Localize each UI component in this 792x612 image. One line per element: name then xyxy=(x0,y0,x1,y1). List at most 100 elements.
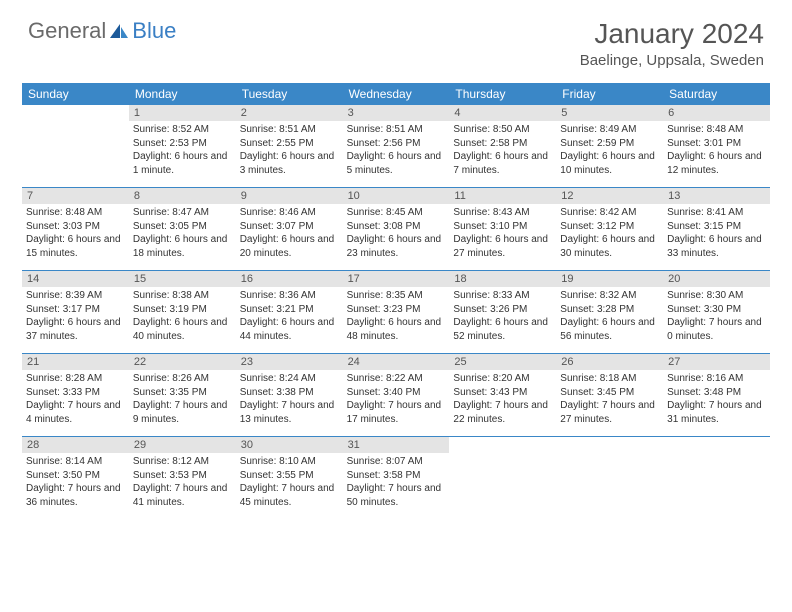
day-body: Sunrise: 8:14 AMSunset: 3:50 PMDaylight:… xyxy=(22,453,129,512)
sunrise-line: Sunrise: 8:42 AM xyxy=(560,206,659,220)
sunrise-line: Sunrise: 8:51 AM xyxy=(347,123,446,137)
day-number: 7 xyxy=(22,188,129,204)
daylight-line: Daylight: 6 hours and 48 minutes. xyxy=(347,316,446,343)
sunrise-line: Sunrise: 8:48 AM xyxy=(26,206,125,220)
sunset-line: Sunset: 3:15 PM xyxy=(667,220,766,234)
sunrise-line: Sunrise: 8:12 AM xyxy=(133,455,232,469)
sunset-line: Sunset: 3:35 PM xyxy=(133,386,232,400)
day-number: 5 xyxy=(556,105,663,121)
sunrise-line: Sunrise: 8:32 AM xyxy=(560,289,659,303)
week-row: 7Sunrise: 8:48 AMSunset: 3:03 PMDaylight… xyxy=(22,187,770,270)
sunrise-line: Sunrise: 8:46 AM xyxy=(240,206,339,220)
sunrise-line: Sunrise: 8:45 AM xyxy=(347,206,446,220)
sunset-line: Sunset: 3:03 PM xyxy=(26,220,125,234)
sunset-line: Sunset: 3:40 PM xyxy=(347,386,446,400)
sunset-line: Sunset: 3:23 PM xyxy=(347,303,446,317)
daylight-line: Daylight: 6 hours and 23 minutes. xyxy=(347,233,446,260)
daylight-line: Daylight: 7 hours and 0 minutes. xyxy=(667,316,766,343)
sunset-line: Sunset: 3:07 PM xyxy=(240,220,339,234)
sunset-line: Sunset: 3:19 PM xyxy=(133,303,232,317)
month-title: January 2024 xyxy=(580,18,764,50)
day-body: Sunrise: 8:49 AMSunset: 2:59 PMDaylight:… xyxy=(556,121,663,180)
day-number: 2 xyxy=(236,105,343,121)
sunset-line: Sunset: 3:50 PM xyxy=(26,469,125,483)
day-number: 18 xyxy=(449,271,556,287)
day-body: Sunrise: 8:16 AMSunset: 3:48 PMDaylight:… xyxy=(663,370,770,429)
daylight-line: Daylight: 7 hours and 27 minutes. xyxy=(560,399,659,426)
sunset-line: Sunset: 3:21 PM xyxy=(240,303,339,317)
day-body: Sunrise: 8:07 AMSunset: 3:58 PMDaylight:… xyxy=(343,453,450,512)
daylight-line: Daylight: 6 hours and 10 minutes. xyxy=(560,150,659,177)
sunrise-line: Sunrise: 8:39 AM xyxy=(26,289,125,303)
sunset-line: Sunset: 2:59 PM xyxy=(560,137,659,151)
sunset-line: Sunset: 3:48 PM xyxy=(667,386,766,400)
day-body: Sunrise: 8:48 AMSunset: 3:01 PMDaylight:… xyxy=(663,121,770,180)
day-number: 13 xyxy=(663,188,770,204)
sunset-line: Sunset: 3:45 PM xyxy=(560,386,659,400)
day-body: Sunrise: 8:48 AMSunset: 3:03 PMDaylight:… xyxy=(22,204,129,263)
day-body: Sunrise: 8:45 AMSunset: 3:08 PMDaylight:… xyxy=(343,204,450,263)
day-body: Sunrise: 8:22 AMSunset: 3:40 PMDaylight:… xyxy=(343,370,450,429)
daylight-line: Daylight: 6 hours and 15 minutes. xyxy=(26,233,125,260)
sunrise-line: Sunrise: 8:35 AM xyxy=(347,289,446,303)
daylight-line: Daylight: 6 hours and 5 minutes. xyxy=(347,150,446,177)
week-row: 1Sunrise: 8:52 AMSunset: 2:53 PMDaylight… xyxy=(22,105,770,187)
sunset-line: Sunset: 3:43 PM xyxy=(453,386,552,400)
sunrise-line: Sunrise: 8:43 AM xyxy=(453,206,552,220)
day-body: Sunrise: 8:32 AMSunset: 3:28 PMDaylight:… xyxy=(556,287,663,346)
empty-day-cell xyxy=(22,105,129,187)
daylight-line: Daylight: 7 hours and 36 minutes. xyxy=(26,482,125,509)
daylight-line: Daylight: 6 hours and 52 minutes. xyxy=(453,316,552,343)
empty-day-cell xyxy=(556,437,663,519)
day-cell: 12Sunrise: 8:42 AMSunset: 3:12 PMDayligh… xyxy=(556,188,663,270)
sunrise-line: Sunrise: 8:18 AM xyxy=(560,372,659,386)
daylight-line: Daylight: 7 hours and 31 minutes. xyxy=(667,399,766,426)
sunset-line: Sunset: 3:53 PM xyxy=(133,469,232,483)
daylight-line: Daylight: 7 hours and 13 minutes. xyxy=(240,399,339,426)
location: Baelinge, Uppsala, Sweden xyxy=(580,52,764,69)
daylight-line: Daylight: 7 hours and 22 minutes. xyxy=(453,399,552,426)
sunset-line: Sunset: 3:26 PM xyxy=(453,303,552,317)
day-cell: 25Sunrise: 8:20 AMSunset: 3:43 PMDayligh… xyxy=(449,354,556,436)
day-number: 1 xyxy=(129,105,236,121)
daylight-line: Daylight: 6 hours and 18 minutes. xyxy=(133,233,232,260)
day-body: Sunrise: 8:28 AMSunset: 3:33 PMDaylight:… xyxy=(22,370,129,429)
weekday-header: Monday xyxy=(129,83,236,105)
sunrise-line: Sunrise: 8:52 AM xyxy=(133,123,232,137)
day-body: Sunrise: 8:30 AMSunset: 3:30 PMDaylight:… xyxy=(663,287,770,346)
day-cell: 23Sunrise: 8:24 AMSunset: 3:38 PMDayligh… xyxy=(236,354,343,436)
logo-text-blue: Blue xyxy=(132,18,176,44)
weekday-header: Tuesday xyxy=(236,83,343,105)
sunrise-line: Sunrise: 8:28 AM xyxy=(26,372,125,386)
day-cell: 15Sunrise: 8:38 AMSunset: 3:19 PMDayligh… xyxy=(129,271,236,353)
sunrise-line: Sunrise: 8:22 AM xyxy=(347,372,446,386)
day-number: 30 xyxy=(236,437,343,453)
day-cell: 16Sunrise: 8:36 AMSunset: 3:21 PMDayligh… xyxy=(236,271,343,353)
logo-text-general: General xyxy=(28,18,106,44)
day-body: Sunrise: 8:10 AMSunset: 3:55 PMDaylight:… xyxy=(236,453,343,512)
day-body: Sunrise: 8:42 AMSunset: 3:12 PMDaylight:… xyxy=(556,204,663,263)
empty-day-cell xyxy=(449,437,556,519)
daylight-line: Daylight: 6 hours and 37 minutes. xyxy=(26,316,125,343)
day-body: Sunrise: 8:26 AMSunset: 3:35 PMDaylight:… xyxy=(129,370,236,429)
day-body: Sunrise: 8:39 AMSunset: 3:17 PMDaylight:… xyxy=(22,287,129,346)
sunrise-line: Sunrise: 8:26 AM xyxy=(133,372,232,386)
day-number: 24 xyxy=(343,354,450,370)
day-cell: 4Sunrise: 8:50 AMSunset: 2:58 PMDaylight… xyxy=(449,105,556,187)
day-body: Sunrise: 8:47 AMSunset: 3:05 PMDaylight:… xyxy=(129,204,236,263)
sunset-line: Sunset: 3:05 PM xyxy=(133,220,232,234)
day-cell: 28Sunrise: 8:14 AMSunset: 3:50 PMDayligh… xyxy=(22,437,129,519)
day-body: Sunrise: 8:38 AMSunset: 3:19 PMDaylight:… xyxy=(129,287,236,346)
day-cell: 24Sunrise: 8:22 AMSunset: 3:40 PMDayligh… xyxy=(343,354,450,436)
logo: General Blue xyxy=(28,18,176,44)
day-cell: 7Sunrise: 8:48 AMSunset: 3:03 PMDaylight… xyxy=(22,188,129,270)
day-body: Sunrise: 8:35 AMSunset: 3:23 PMDaylight:… xyxy=(343,287,450,346)
sunset-line: Sunset: 2:58 PM xyxy=(453,137,552,151)
week-row: 14Sunrise: 8:39 AMSunset: 3:17 PMDayligh… xyxy=(22,270,770,353)
sunset-line: Sunset: 2:55 PM xyxy=(240,137,339,151)
weekday-header: Sunday xyxy=(22,83,129,105)
weekday-header: Saturday xyxy=(663,83,770,105)
sunset-line: Sunset: 3:10 PM xyxy=(453,220,552,234)
day-body: Sunrise: 8:12 AMSunset: 3:53 PMDaylight:… xyxy=(129,453,236,512)
daylight-line: Daylight: 6 hours and 40 minutes. xyxy=(133,316,232,343)
